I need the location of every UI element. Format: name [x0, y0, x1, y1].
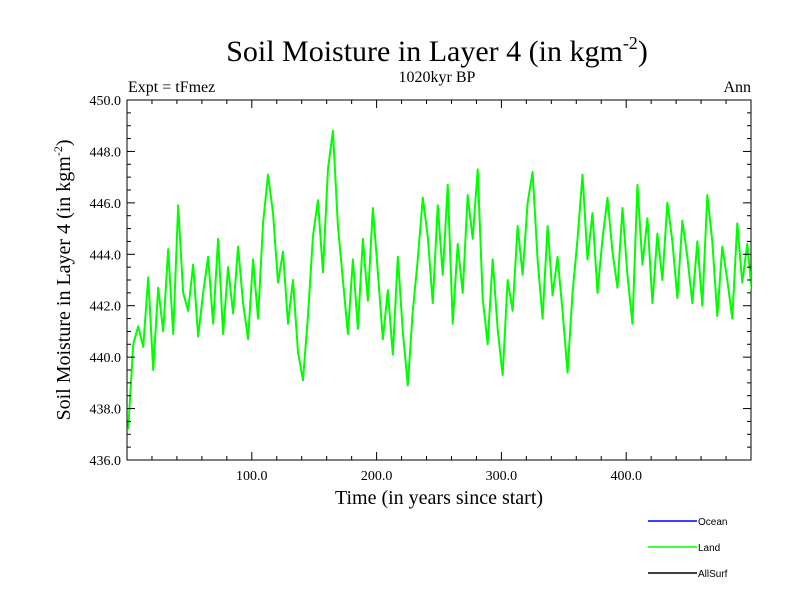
y-axis-label-superscript: -2 [51, 146, 65, 156]
x-tick-label: 100.0 [236, 469, 268, 484]
y-tick-label: 440.0 [90, 351, 122, 366]
y-tick-label: 448.0 [90, 145, 122, 160]
y-tick-label: 450.0 [90, 94, 122, 109]
x-axis-ticks: 100.0 200.0 300.0 400.0 [151, 100, 727, 484]
y-tick-label: 444.0 [90, 248, 122, 263]
y-axis-ticks: 436.0 438.0 440.0 442.0 444.0 446.0 448.0 450.0 [90, 94, 751, 469]
series-line-land [127, 129, 751, 430]
x-tick-label: 400.0 [610, 469, 642, 484]
legend-label-land: Land [698, 543, 720, 554]
plot-area: 100.0 200.0 300.0 400.0 436.0 438.0 440.0 442.… [90, 94, 752, 484]
x-axis-label: Time (in years since start) [335, 487, 543, 509]
legend: Ocean Land AllSurf [648, 517, 728, 580]
y-axis-label-main: Soil Moisture in Layer 4 (in kgm [53, 156, 75, 421]
y-tick-label: 438.0 [90, 403, 122, 418]
chart-title-close: ) [638, 35, 648, 68]
x-tick-label: 200.0 [361, 469, 393, 484]
y-axis-label: Soil Moisture in Layer 4 (in kgm-2) [51, 139, 75, 420]
series-layer [127, 129, 751, 430]
chart-subtitle: 1020kyr BP [399, 69, 476, 86]
y-axis-label-close: ) [53, 139, 75, 146]
season-label: Ann [723, 79, 751, 96]
y-tick-label: 436.0 [90, 454, 122, 469]
y-tick-label: 442.0 [90, 300, 122, 315]
legend-label-allsurf: AllSurf [698, 569, 728, 580]
chart-title-superscript: -2 [623, 33, 638, 53]
experiment-label: Expt = tFmez [128, 79, 215, 96]
chart-title-main: Soil Moisture in Layer 4 (in kgm [226, 35, 623, 68]
chart-title: Soil Moisture in Layer 4 (in kgm-2) [226, 33, 648, 68]
y-tick-label: 446.0 [90, 197, 122, 212]
x-tick-label: 300.0 [486, 469, 518, 484]
legend-label-ocean: Ocean [698, 517, 727, 528]
